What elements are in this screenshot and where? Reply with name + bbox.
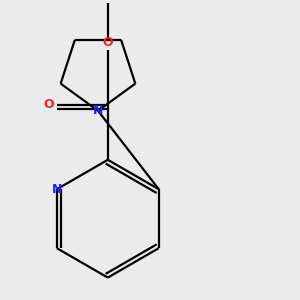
Text: N: N [52, 183, 62, 196]
Text: N: N [93, 104, 103, 117]
Text: O: O [44, 98, 54, 111]
Text: O: O [103, 35, 113, 49]
